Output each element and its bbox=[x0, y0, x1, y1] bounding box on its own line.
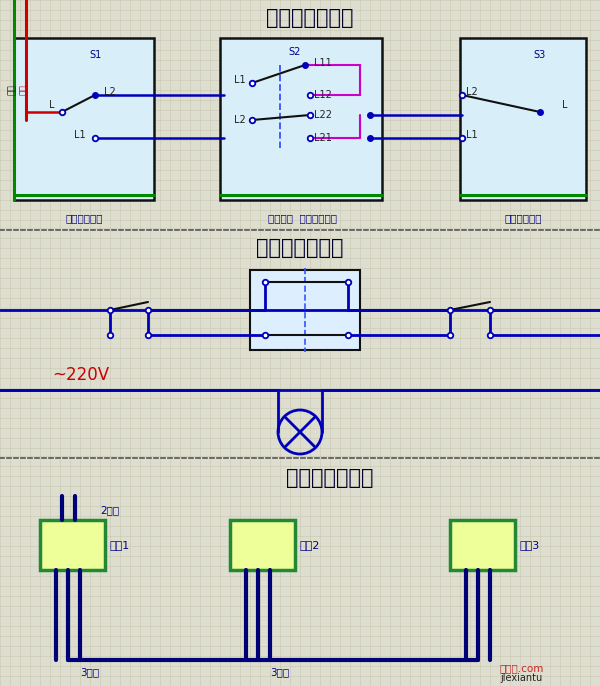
Bar bbox=[230, 520, 295, 570]
Text: 单开双控开关: 单开双控开关 bbox=[65, 213, 103, 223]
Text: 开关2: 开关2 bbox=[299, 540, 319, 550]
Text: L21: L21 bbox=[314, 133, 332, 143]
Text: ~220V: ~220V bbox=[52, 366, 109, 384]
Text: 开关1: 开关1 bbox=[109, 540, 129, 550]
Bar bbox=[14, 38, 154, 200]
Text: L2: L2 bbox=[466, 87, 478, 97]
Text: 3根线: 3根线 bbox=[80, 667, 100, 677]
Text: 火线: 火线 bbox=[19, 84, 29, 95]
Text: 单开双控开关: 单开双控开关 bbox=[504, 213, 542, 223]
Bar bbox=[450, 520, 515, 570]
Text: L1: L1 bbox=[466, 130, 478, 140]
Text: L: L bbox=[562, 100, 568, 110]
Bar bbox=[220, 38, 382, 200]
Text: 中途开关  （三控开关）: 中途开关 （三控开关） bbox=[268, 213, 337, 223]
Text: L22: L22 bbox=[314, 110, 332, 120]
Text: 相线: 相线 bbox=[7, 84, 17, 95]
Text: L1: L1 bbox=[234, 75, 246, 85]
Text: jlexiantu: jlexiantu bbox=[500, 673, 542, 683]
Bar bbox=[40, 520, 105, 570]
Text: L2: L2 bbox=[234, 115, 246, 125]
Text: 三控开关接线图: 三控开关接线图 bbox=[266, 8, 354, 28]
Text: L11: L11 bbox=[314, 58, 332, 68]
Bar bbox=[250, 270, 360, 350]
Text: S2: S2 bbox=[289, 47, 301, 57]
Text: L1: L1 bbox=[74, 130, 86, 140]
Text: L: L bbox=[49, 100, 55, 110]
Text: L12: L12 bbox=[314, 90, 332, 100]
Text: 3根线: 3根线 bbox=[271, 667, 290, 677]
Text: 三控开关原理图: 三控开关原理图 bbox=[256, 238, 344, 258]
Text: 2根线: 2根线 bbox=[100, 505, 119, 515]
Text: 接线图.com: 接线图.com bbox=[500, 663, 544, 673]
Text: L2: L2 bbox=[104, 87, 116, 97]
Bar bbox=[460, 38, 586, 200]
Text: S3: S3 bbox=[534, 50, 546, 60]
Text: 开关3: 开关3 bbox=[519, 540, 539, 550]
Text: 三控开关布线图: 三控开关布线图 bbox=[286, 468, 374, 488]
Text: S1: S1 bbox=[89, 50, 101, 60]
